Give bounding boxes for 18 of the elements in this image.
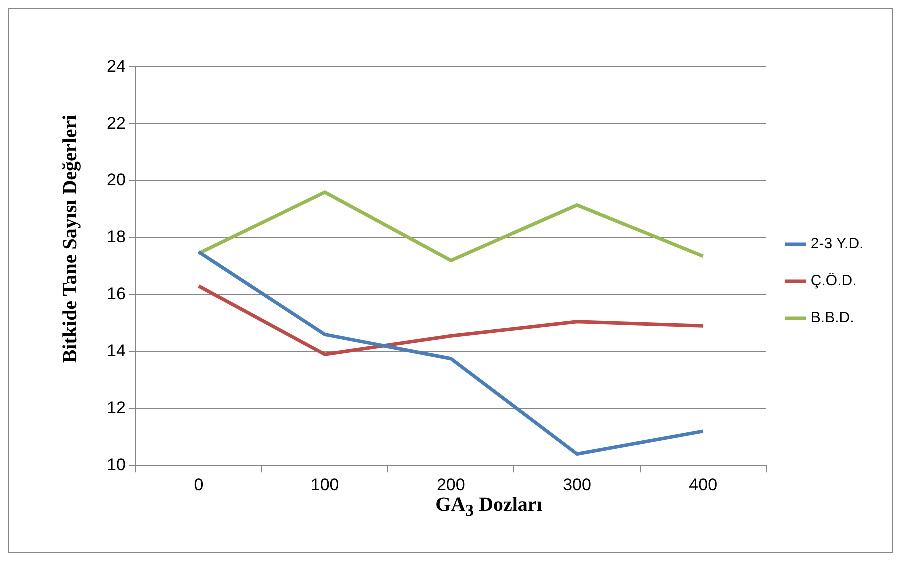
y-tick-label: 24 (106, 56, 126, 76)
x-tick-label: 300 (563, 475, 592, 494)
x-tick-label: 100 (310, 475, 340, 494)
x-tick-label: 400 (689, 475, 718, 494)
y-tick-label: 14 (106, 341, 126, 360)
x-tick-label: 0 (194, 475, 204, 494)
legend-label: Ç.Ö.D. (810, 272, 857, 290)
y-tick-label: 22 (106, 114, 126, 133)
y-tick-label: 10 (106, 455, 126, 474)
legend-label: B.B.D. (810, 310, 854, 327)
x-axis-title: GA$_{3}$ Dozları (434, 494, 544, 521)
x-tick-label: 200 (436, 475, 466, 494)
y-tick-label: 18 (106, 228, 126, 247)
legend-label: 2-3 Y.D. (810, 236, 864, 253)
y-tick-label: 16 (106, 284, 126, 304)
y-tick-label: 12 (106, 398, 126, 418)
y-tick-label: 20 (106, 170, 126, 190)
y-axis-title: Bitkide Tane Sayısı Değerleri (60, 114, 82, 364)
